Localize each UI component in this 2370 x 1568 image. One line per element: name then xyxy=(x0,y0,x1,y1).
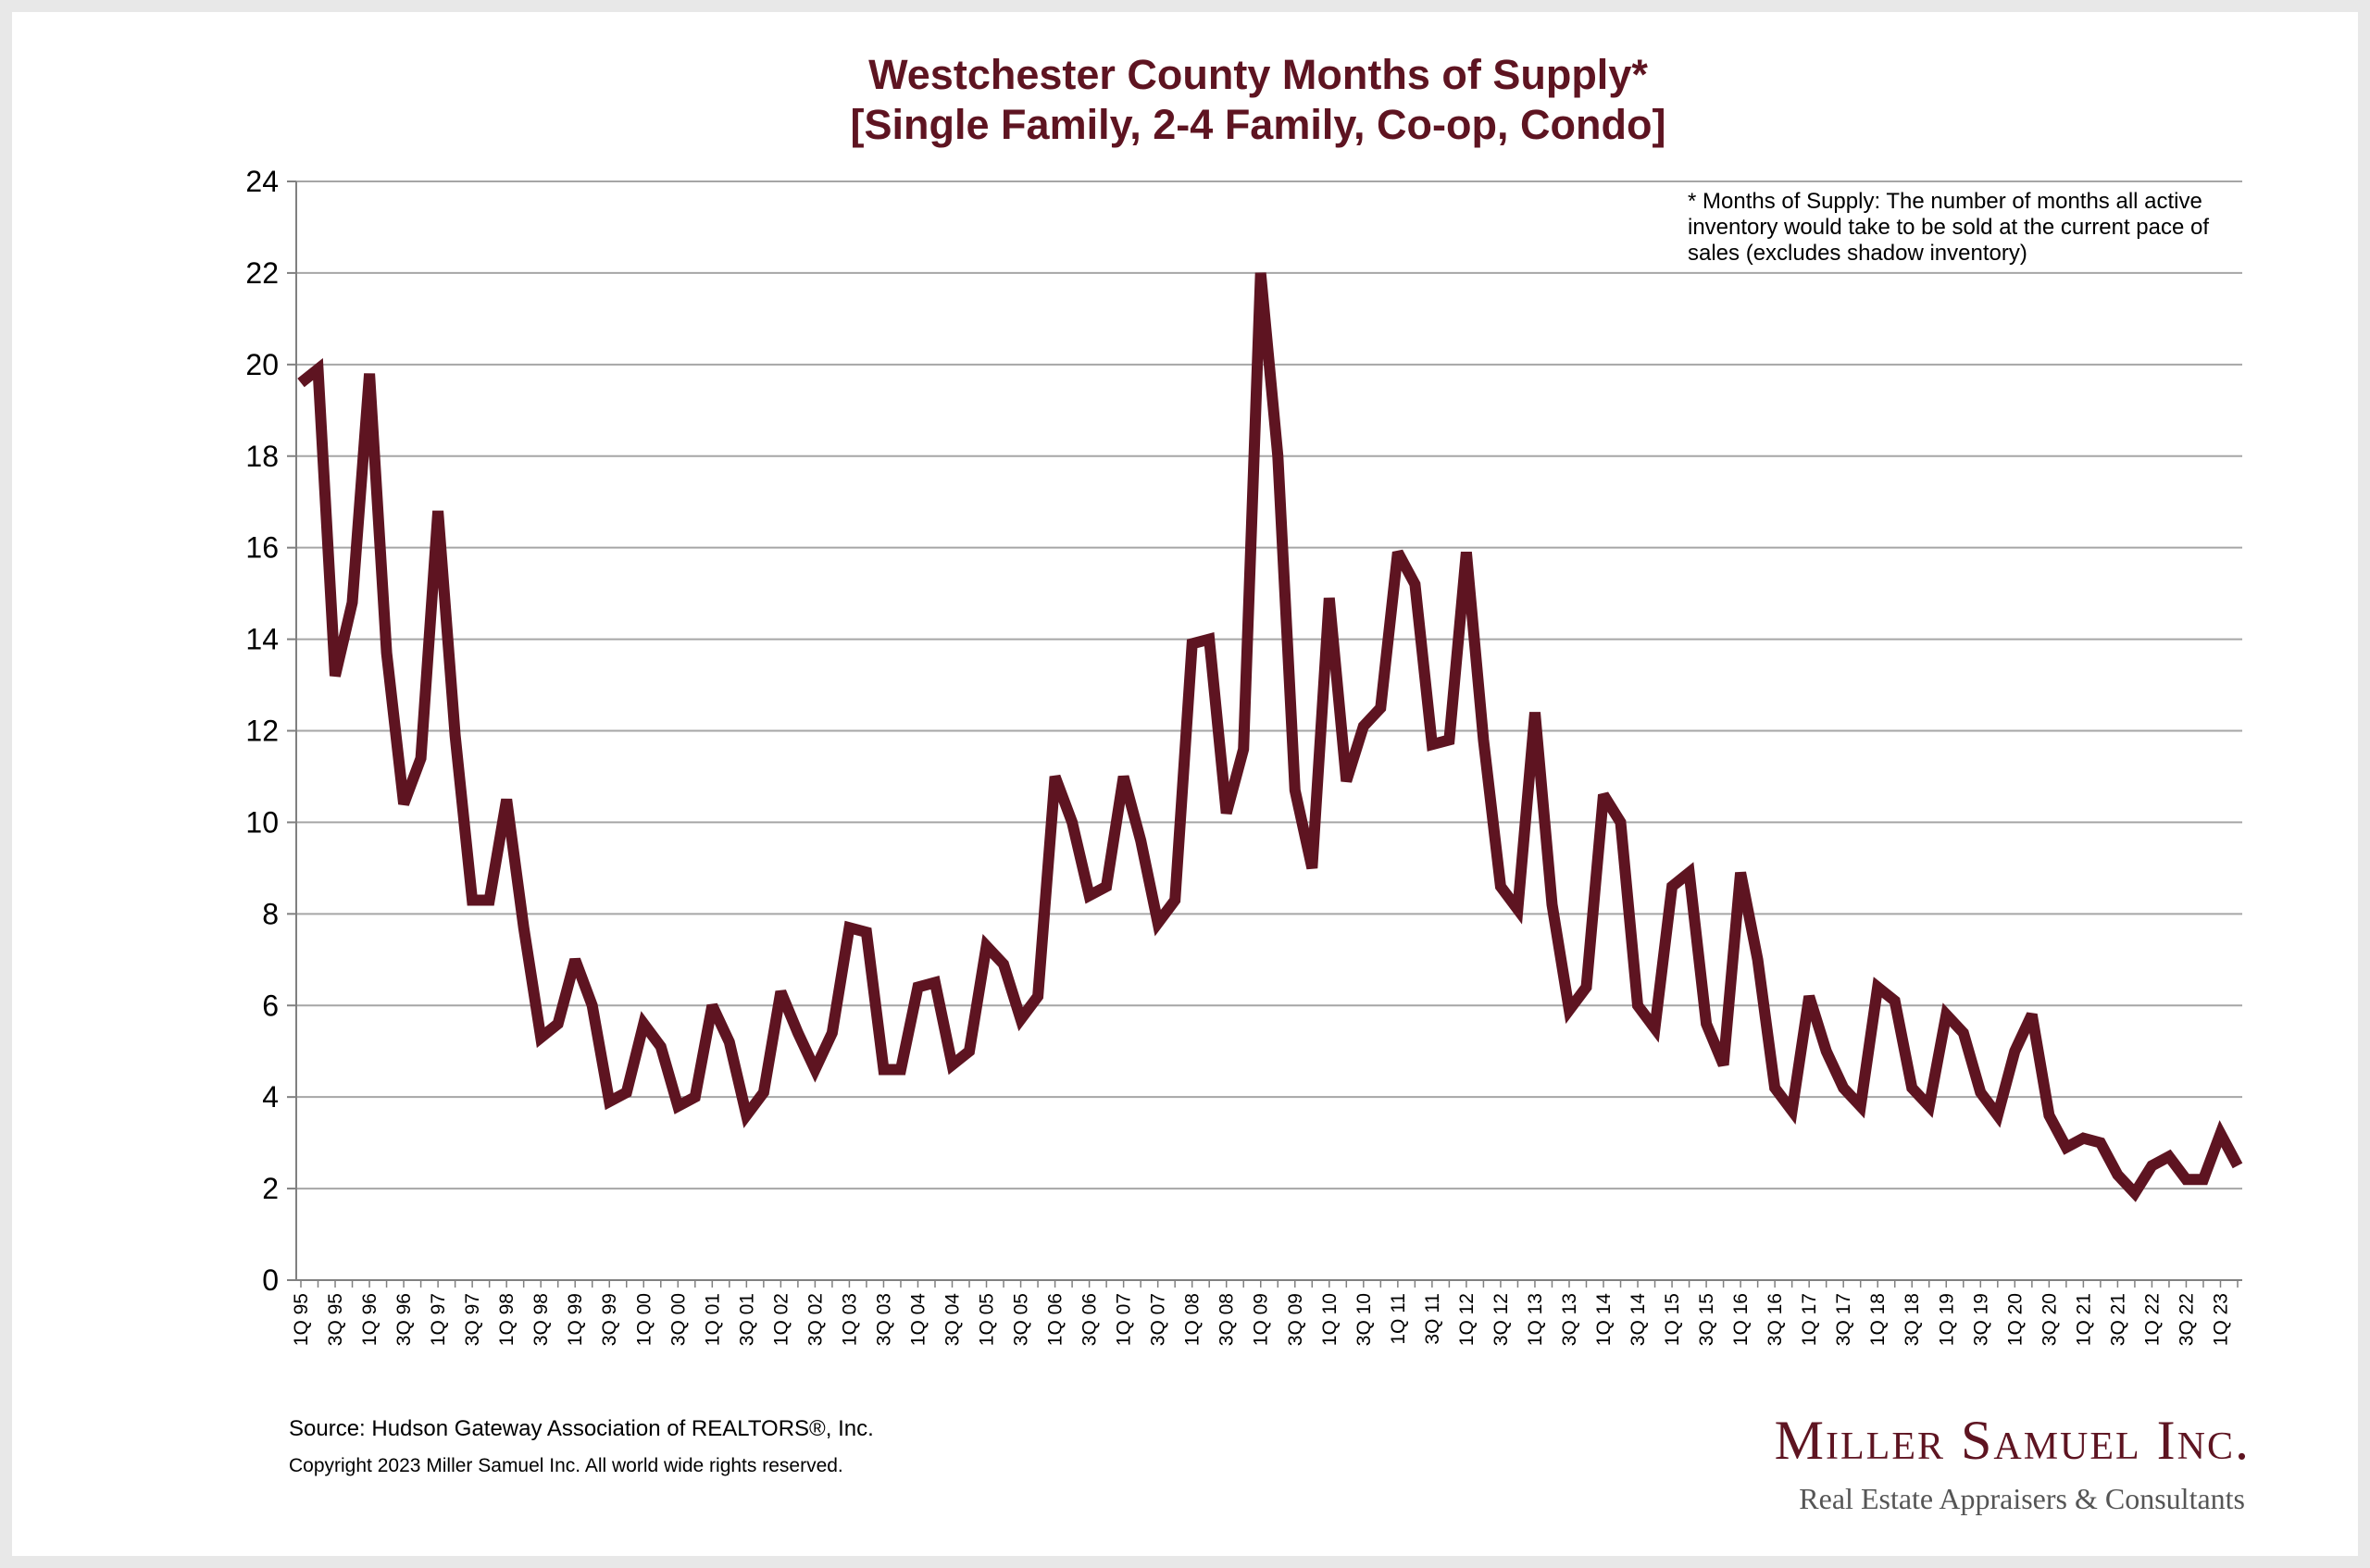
note-line3: sales (excludes shadow inventory) xyxy=(1688,241,2027,266)
y-tick-label: 20 xyxy=(245,348,279,381)
x-tick-label: 3Q 08 xyxy=(1216,1293,1238,1346)
y-tick-label: 16 xyxy=(245,531,279,565)
y-tick-label: 14 xyxy=(245,623,279,656)
x-tick-label: 3Q 10 xyxy=(1353,1293,1375,1346)
x-tick-label: 1Q 06 xyxy=(1045,1293,1066,1346)
x-tick-label: 1Q 00 xyxy=(633,1293,655,1346)
x-tick-label: 1Q 17 xyxy=(1799,1293,1820,1346)
x-tick-label: 3Q 09 xyxy=(1285,1293,1306,1346)
y-tick-label: 6 xyxy=(262,989,279,1022)
x-tick-label: 3Q 12 xyxy=(1491,1293,1512,1346)
x-tick-label: 1Q 03 xyxy=(839,1293,860,1346)
chart-title-line2: [Single Family, 2-4 Family, Co-op, Condo… xyxy=(851,101,1666,148)
x-tick-label: 1Q 18 xyxy=(1867,1293,1889,1346)
x-tick-label: 3Q 14 xyxy=(1628,1293,1649,1347)
x-axis-ticks: 1Q 95 3Q 95 1Q 96 3Q 96 1Q 97 3Q 97 1Q 98 3Q 98… xyxy=(291,1280,2239,1347)
y-tick-label: 2 xyxy=(262,1172,279,1205)
y-tick-label: 22 xyxy=(245,256,279,290)
series-line xyxy=(297,272,2243,1202)
x-tick-label: 3Q 96 xyxy=(393,1293,415,1346)
x-tick-label: 3Q 20 xyxy=(2039,1293,2060,1346)
x-tick-label: 3Q 19 xyxy=(1970,1293,1991,1346)
x-tick-label: 1Q 10 xyxy=(1319,1293,1341,1346)
x-tick-label: 3Q 97 xyxy=(462,1293,483,1346)
x-tick-label: 1Q 22 xyxy=(2141,1293,2163,1346)
x-tick-label: 3Q 17 xyxy=(1833,1293,1854,1346)
x-tick-label: 1Q 09 xyxy=(1251,1293,1272,1346)
logo-tagline: Real Estate Appraisers & Consultants xyxy=(1799,1482,2245,1515)
y-tick-label: 18 xyxy=(245,440,279,473)
x-tick-label: 3Q 95 xyxy=(325,1293,346,1346)
x-tick-label: 1Q 05 xyxy=(977,1293,998,1346)
x-tick-label: 1Q 15 xyxy=(1662,1293,1683,1346)
x-tick-label: 1Q 95 xyxy=(291,1293,312,1346)
y-tick-label: 8 xyxy=(262,897,279,930)
chart-title-line1: Westchester County Months of Supply* xyxy=(868,51,1648,98)
y-tick-label: 24 xyxy=(245,165,279,198)
note-line1: * Months of Supply: The number of months… xyxy=(1688,189,2202,214)
x-tick-label: 1Q 01 xyxy=(702,1293,723,1346)
source-text: Source: Hudson Gateway Association of RE… xyxy=(289,1416,874,1441)
series-group xyxy=(297,272,2243,1202)
y-tick-label: 0 xyxy=(262,1263,279,1297)
x-tick-label: 3Q 18 xyxy=(1902,1293,1923,1346)
x-tick-label: 3Q 00 xyxy=(667,1293,689,1346)
x-tick-label: 1Q 02 xyxy=(770,1293,792,1346)
copyright-text: Copyright 2023 Miller Samuel Inc. All wo… xyxy=(289,1455,843,1476)
x-tick-label: 3Q 06 xyxy=(1079,1293,1101,1346)
x-tick-label: 1Q 11 xyxy=(1388,1293,1409,1345)
x-tick-label: 3Q 15 xyxy=(1696,1293,1717,1346)
x-tick-label: 1Q 07 xyxy=(1114,1293,1135,1346)
x-tick-label: 1Q 08 xyxy=(1182,1293,1204,1346)
x-tick-label: 3Q 05 xyxy=(1011,1293,1032,1346)
x-tick-label: 1Q 19 xyxy=(1936,1293,1957,1346)
x-tick-label: 3Q 21 xyxy=(2107,1293,2128,1346)
chart-frame: Westchester County Months of Supply* [Si… xyxy=(12,12,2358,1556)
x-tick-label: 1Q 99 xyxy=(565,1293,586,1346)
x-tick-label: 3Q 04 xyxy=(942,1293,964,1347)
x-tick-label: 3Q 02 xyxy=(805,1293,826,1346)
note-line2: inventory would take to be sold at the c… xyxy=(1688,215,2209,240)
x-tick-label: 1Q 96 xyxy=(359,1293,380,1346)
x-tick-label: 1Q 12 xyxy=(1456,1293,1478,1346)
x-tick-label: 1Q 97 xyxy=(428,1293,449,1346)
x-tick-label: 1Q 20 xyxy=(2004,1293,2026,1346)
y-tick-label: 12 xyxy=(245,715,279,748)
y-tick-label: 10 xyxy=(245,805,279,839)
x-tick-label: 1Q 04 xyxy=(907,1293,929,1347)
x-tick-label: 3Q 03 xyxy=(873,1293,894,1346)
x-tick-label: 3Q 13 xyxy=(1559,1293,1580,1346)
x-tick-label: 3Q 99 xyxy=(599,1293,620,1346)
y-tick-label: 4 xyxy=(262,1080,279,1114)
x-tick-label: 1Q 21 xyxy=(2073,1293,2094,1346)
x-tick-label: 1Q 16 xyxy=(1730,1293,1752,1346)
logo-name: Miller Samuel Inc. xyxy=(1775,1410,2251,1471)
x-tick-label: 3Q 98 xyxy=(530,1293,552,1346)
x-tick-label: 3Q 11 xyxy=(1422,1293,1443,1345)
x-tick-label: 1Q 13 xyxy=(1525,1293,1546,1346)
x-tick-label: 3Q 22 xyxy=(2176,1293,2197,1346)
x-tick-label: 1Q 23 xyxy=(2210,1293,2231,1346)
x-tick-label: 3Q 07 xyxy=(1148,1293,1169,1346)
x-tick-label: 1Q 14 xyxy=(1593,1293,1615,1347)
x-tick-label: 3Q 01 xyxy=(736,1293,757,1346)
x-tick-label: 3Q 16 xyxy=(1765,1293,1786,1346)
x-tick-label: 1Q 98 xyxy=(496,1293,518,1346)
line-chart: Westchester County Months of Supply* [Si… xyxy=(245,51,2251,1515)
